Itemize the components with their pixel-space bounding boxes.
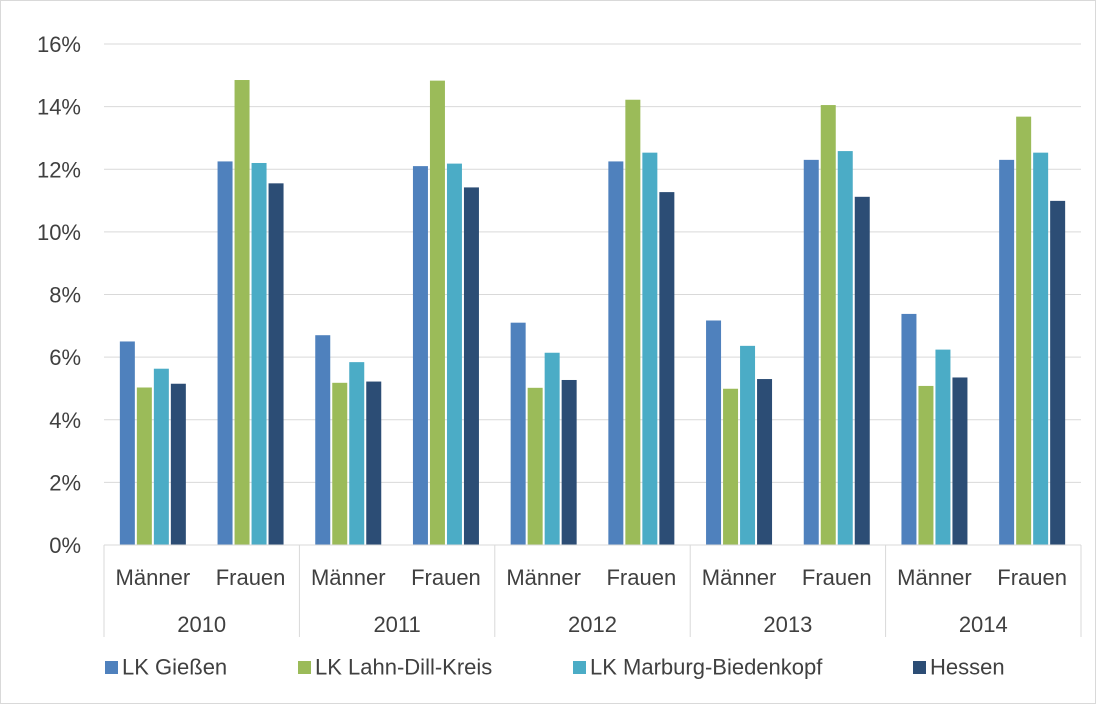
bar-hessen [1050, 200, 1066, 546]
bar-lk-gie-en [999, 159, 1015, 545]
bar-lk-gie-en [510, 322, 526, 545]
bar-lk-gie-en [608, 161, 624, 545]
bar-lk-marburg-biedenkopf [544, 352, 560, 545]
x-category-label: Männer [506, 565, 581, 590]
legend-label: LK Gießen [122, 655, 227, 680]
y-tick-label: 14% [37, 95, 81, 120]
bar-lk-gie-en [412, 166, 428, 545]
legend-label: LK Marburg-Biedenkopf [590, 655, 823, 680]
bar-hessen [952, 377, 968, 545]
bar-hessen [366, 381, 382, 545]
y-tick-label: 12% [37, 157, 81, 182]
gridlines [104, 43, 1081, 546]
bar-hessen [463, 187, 479, 545]
x-category-label: Männer [702, 565, 777, 590]
bar-lk-lahn-dill-kreis [527, 387, 543, 545]
bar-lk-lahn-dill-kreis [429, 80, 445, 546]
bar-hessen [757, 379, 773, 545]
y-tick-label: 0% [49, 533, 81, 558]
bar-lk-marburg-biedenkopf [1033, 152, 1049, 546]
bar-lk-marburg-biedenkopf [446, 163, 462, 545]
bar-lk-marburg-biedenkopf [251, 162, 267, 546]
bar-hessen [268, 183, 284, 545]
x-axis-category-labels: Männer Frauen Männer Frauen Männer Frauen Männ… [116, 565, 1067, 637]
legend: LK Gießen LK Lahn-Dill-Kreis LK Marburg-Bi… [105, 655, 1005, 680]
bar-lk-marburg-biedenkopf [837, 151, 853, 545]
x-group-label: 2014 [959, 612, 1008, 637]
bar-hessen [561, 379, 577, 545]
x-category-label: Frauen [997, 565, 1067, 590]
legend-label: Hessen [930, 655, 1005, 680]
bar-lk-gie-en [217, 161, 233, 545]
y-tick-label: 10% [37, 220, 81, 245]
bars [119, 80, 1066, 546]
y-tick-label: 6% [49, 345, 81, 370]
x-category-label: Männer [897, 565, 972, 590]
y-tick-label: 2% [49, 470, 81, 495]
bar-lk-lahn-dill-kreis [723, 388, 739, 545]
bar-lk-gie-en [901, 313, 917, 545]
x-group-label: 2010 [177, 612, 226, 637]
x-group-label: 2013 [763, 612, 812, 637]
bar-lk-marburg-biedenkopf [935, 349, 951, 545]
bar-lk-gie-en [803, 159, 819, 545]
legend-label: LK Lahn-Dill-Kreis [315, 655, 492, 680]
y-axis-tick-labels: 0% 2% 4% 6% 8% 10% 12% 14% 16% [37, 32, 81, 558]
x-category-label: Frauen [606, 565, 676, 590]
x-category-label: Männer [311, 565, 386, 590]
legend-swatch [298, 661, 311, 674]
bar-lk-marburg-biedenkopf [740, 345, 756, 545]
bar-lk-gie-en [706, 320, 722, 545]
bar-lk-gie-en [315, 335, 331, 545]
bar-hessen [659, 192, 675, 545]
x-group-label: 2011 [373, 612, 420, 637]
bar-lk-gie-en [119, 341, 135, 545]
x-category-label: Frauen [802, 565, 872, 590]
y-tick-label: 16% [37, 32, 81, 57]
bar-lk-lahn-dill-kreis [625, 99, 641, 545]
bar-lk-lahn-dill-kreis [1016, 116, 1032, 546]
bar-lk-lahn-dill-kreis [918, 385, 934, 545]
bar-lk-marburg-biedenkopf [349, 362, 365, 545]
x-category-label: Frauen [216, 565, 286, 590]
legend-swatch [573, 661, 586, 674]
legend-swatch [913, 661, 926, 674]
x-group-label: 2012 [568, 612, 617, 637]
x-category-label: Männer [116, 565, 191, 590]
x-category-label: Frauen [411, 565, 481, 590]
y-tick-label: 4% [49, 408, 81, 433]
bar-lk-marburg-biedenkopf [153, 368, 169, 545]
bar-lk-lahn-dill-kreis [136, 387, 152, 545]
bar-hessen [170, 383, 186, 545]
bar-lk-lahn-dill-kreis [332, 382, 348, 545]
bar-hessen [854, 196, 870, 545]
bar-lk-lahn-dill-kreis [820, 105, 836, 545]
y-tick-label: 8% [49, 283, 81, 308]
bar-lk-lahn-dill-kreis [234, 80, 250, 546]
legend-swatch [105, 661, 118, 674]
x-axis [103, 544, 1082, 637]
bar-lk-marburg-biedenkopf [642, 152, 658, 546]
